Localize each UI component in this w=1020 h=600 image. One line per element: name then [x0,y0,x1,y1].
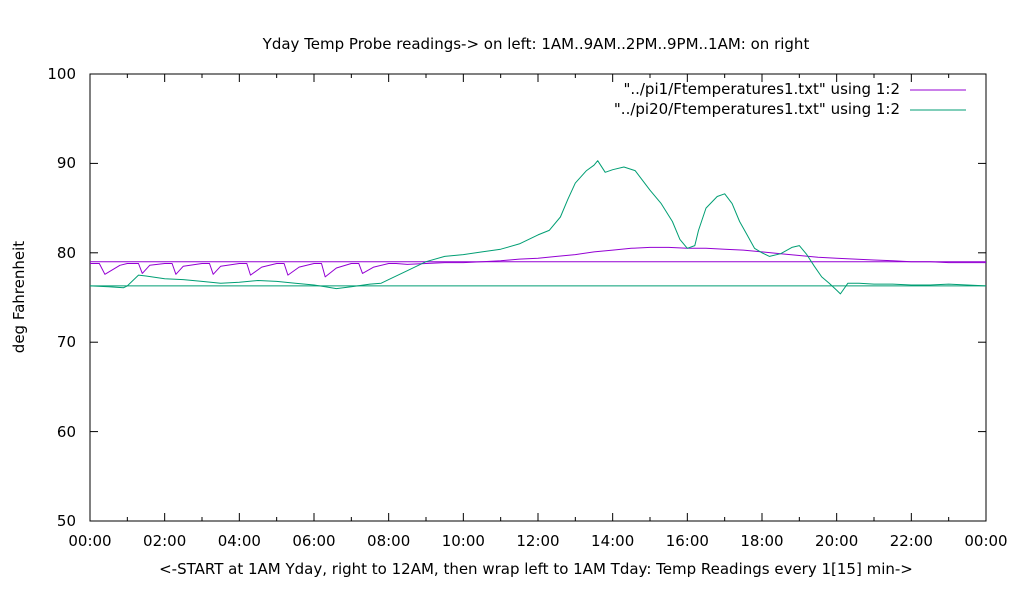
y-tick-label: 100 [47,65,76,83]
chart-title: Yday Temp Probe readings-> on left: 1AM.… [262,35,810,53]
y-tick-label: 70 [56,333,76,352]
x-tick-label: 14:00 [591,532,635,550]
plot-frame [89,73,987,522]
axis-ticks [89,73,987,522]
y-tick-label: 50 [56,512,76,530]
x-tick-label: 02:00 [143,532,187,550]
x-tick-label: 06:00 [292,532,336,550]
x-axis-label: <-START at 1AM Yday, right to 12AM, then… [159,560,913,578]
x-tick-label: 16:00 [665,532,709,550]
series-layer [89,160,987,295]
y-tick-label: 60 [56,422,76,441]
legend-swatches [910,89,966,111]
x-tick-label: 08:00 [367,532,411,550]
x-tick-label: 20:00 [815,532,859,550]
y-tick-label: 90 [56,154,76,173]
series-line-2 [89,160,987,295]
legend-label-series-2: "../pi20/Ftemperatures1.txt" using 1:2 [613,100,900,118]
legend-label-series-1: "../pi1/Ftemperatures1.txt" using 1:2 [623,80,900,98]
x-tick-label: 00:00 [68,532,112,550]
series-line-1 [90,246,986,278]
x-tick-label: 10:00 [441,532,485,550]
x-tick-label: 22:00 [889,532,933,550]
x-tick-label: 04:00 [217,532,261,550]
x-tick-label: 00:00 [964,532,1008,550]
x-tick-label: 12:00 [516,532,560,550]
x-tick-label: 18:00 [740,532,784,550]
y-tick-label: 80 [56,243,76,262]
